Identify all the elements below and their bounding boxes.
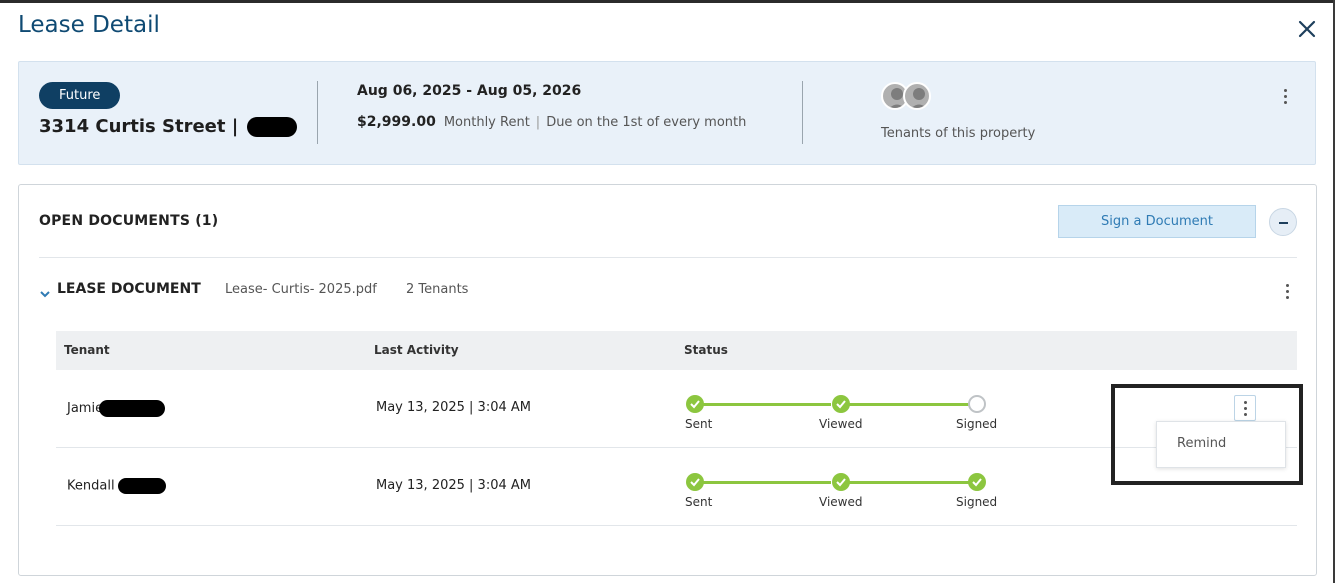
step-label: Viewed <box>819 417 863 431</box>
progress-segment <box>703 481 831 484</box>
tenant-name: Kendall <box>67 478 166 494</box>
rent-separator: | <box>535 115 541 130</box>
column-header-status: Status <box>684 343 728 357</box>
redacted-last-name <box>99 400 166 417</box>
step-signed-pending-icon <box>968 395 986 413</box>
table-row: Kendall May 13, 2025 | 3:04 AM Sent View… <box>56 448 1297 526</box>
last-activity: May 13, 2025 | 3:04 AM <box>376 478 531 493</box>
row-divider <box>56 525 1297 526</box>
collapse-icon[interactable] <box>1269 208 1297 236</box>
address-text: 3314 Curtis Street | <box>39 116 239 137</box>
avatar[interactable] <box>903 82 931 110</box>
table-row: Jamie May 13, 2025 | 3:04 AM Sent Viewed… <box>56 370 1297 448</box>
rent-line: $2,999.00 Monthly Rent | Due on the 1st of … <box>357 114 746 130</box>
signing-status-tracker: Sent Viewed Signed <box>685 473 997 513</box>
row-actions-menu: Remind <box>1156 421 1286 468</box>
more-options-icon[interactable] <box>1278 86 1294 106</box>
close-icon[interactable] <box>1296 18 1318 40</box>
row-more-options-icon[interactable] <box>1234 395 1256 421</box>
document-type: LEASE DOCUMENT <box>57 281 201 297</box>
column-header-last-activity: Last Activity <box>374 343 459 357</box>
step-viewed-check-icon <box>832 395 850 413</box>
row-divider <box>56 447 1297 448</box>
open-documents-panel: OPEN DOCUMENTS (1) Sign a Document LEASE… <box>18 184 1317 576</box>
more-options-icon[interactable] <box>1280 281 1296 301</box>
step-signed-check-icon <box>968 473 986 491</box>
progress-segment <box>703 403 831 406</box>
tenant-name: Jamie <box>67 400 166 417</box>
progress-segment <box>849 403 977 406</box>
lease-summary-card: Future 3314 Curtis Street | Aug 06, 2025… <box>18 61 1316 165</box>
divider <box>39 257 1297 258</box>
step-sent-check-icon <box>686 395 704 413</box>
step-viewed-check-icon <box>832 473 850 491</box>
step-label: Signed <box>956 495 998 509</box>
highlight-box <box>1111 384 1303 485</box>
rent-amount: $2,999.00 <box>357 114 436 130</box>
table-header: Tenant Last Activity Status <box>56 331 1297 370</box>
rent-label: Monthly Rent <box>443 115 530 130</box>
last-activity: May 13, 2025 | 3:04 AM <box>376 400 531 415</box>
step-label: Viewed <box>819 495 863 509</box>
lease-date-range: Aug 06, 2025 - Aug 05, 2026 <box>357 83 582 99</box>
tenant-avatars[interactable] <box>881 82 941 112</box>
step-label: Sent <box>685 417 713 431</box>
step-sent-check-icon <box>686 473 704 491</box>
chevron-down-icon[interactable] <box>39 285 51 298</box>
menu-item-remind[interactable]: Remind <box>1177 436 1227 451</box>
due-text: Due on the 1st of every month <box>546 115 747 130</box>
redacted-last-name <box>117 478 166 494</box>
section-title: OPEN DOCUMENTS (1) <box>39 213 219 229</box>
window-right-border <box>1333 0 1335 583</box>
tenant-first-name: Jamie <box>67 401 104 416</box>
avatar[interactable] <box>881 82 909 110</box>
redacted-unit <box>246 117 297 137</box>
window-top-border <box>0 0 1335 3</box>
step-label: Signed <box>956 417 998 431</box>
sign-document-button[interactable]: Sign a Document <box>1058 205 1256 238</box>
document-file-name[interactable]: Lease- Curtis- 2025.pdf <box>225 282 377 297</box>
column-header-tenant: Tenant <box>64 343 110 357</box>
signing-status-tracker: Sent Viewed Signed <box>685 395 997 435</box>
document-tenant-count: 2 Tenants <box>406 282 469 297</box>
page-title: Lease Detail <box>18 12 160 38</box>
step-label: Sent <box>685 495 713 509</box>
divider <box>317 81 318 144</box>
progress-segment <box>849 481 969 484</box>
tenants-label: Tenants of this property <box>881 126 1036 141</box>
status-badge: Future <box>39 82 121 109</box>
property-address: 3314 Curtis Street | <box>39 116 297 137</box>
divider <box>802 81 803 144</box>
tenant-first-name: Kendall <box>67 478 115 494</box>
document-row: LEASE DOCUMENT Lease- Curtis- 2025.pdf 2… <box>39 281 1297 301</box>
